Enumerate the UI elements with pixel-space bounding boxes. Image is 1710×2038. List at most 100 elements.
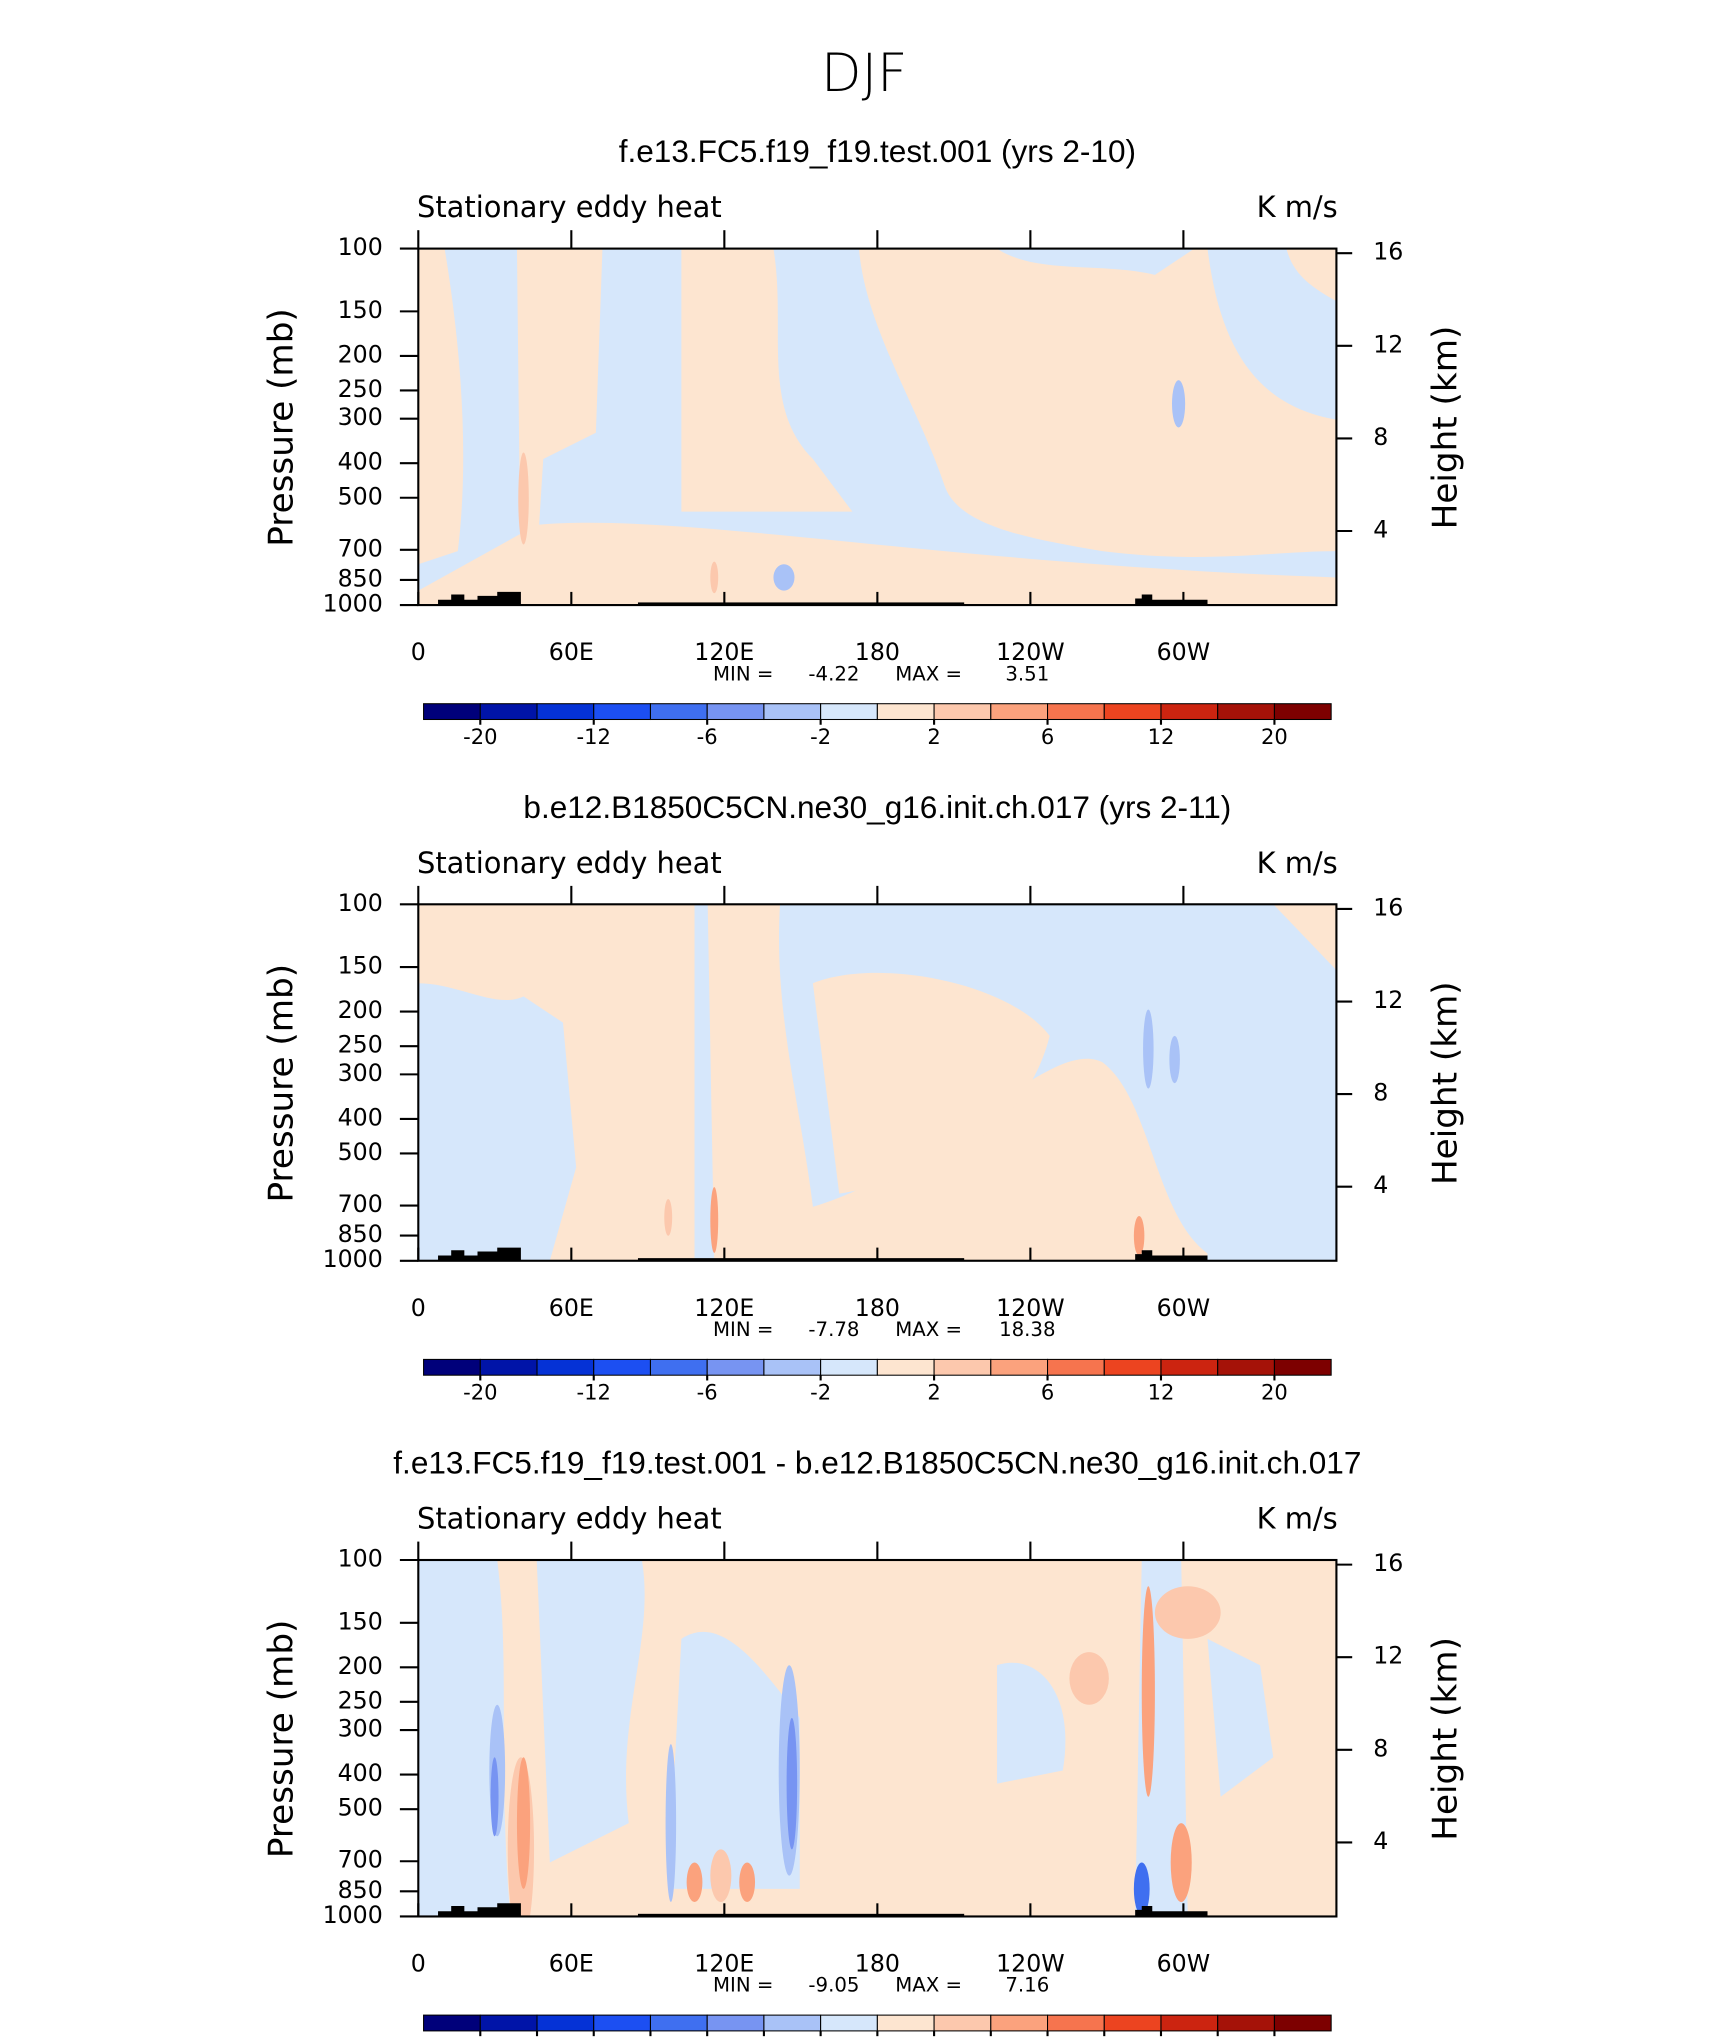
colorbar-box xyxy=(1160,703,1219,721)
y-tick-label: 250 xyxy=(338,1686,383,1714)
colorbar-label: -5 xyxy=(527,2035,548,2038)
colorbar-label: -2 xyxy=(810,1380,831,1405)
colorbar-box xyxy=(1217,703,1275,721)
right-label: K m/s xyxy=(1257,190,1338,224)
x-tick-label: 120E xyxy=(694,638,754,666)
y-tick-label: 500 xyxy=(338,1794,383,1822)
colorbar-label: -2 xyxy=(810,724,831,749)
colorbar-box xyxy=(536,1358,595,1376)
y-tick-label: 300 xyxy=(338,403,383,431)
colorbar-box xyxy=(649,2014,708,2032)
colorbar-box xyxy=(876,703,935,721)
y2-tick-label: 4 xyxy=(1373,1827,1388,1855)
colorbar-box xyxy=(536,703,595,721)
x-tick-label: 120E xyxy=(694,1294,754,1322)
y-tick-label: 1000 xyxy=(323,590,383,618)
contour-field xyxy=(418,248,1337,606)
y2-tick-label: 12 xyxy=(1373,1642,1403,1670)
y-tick-label: 850 xyxy=(338,564,383,592)
x-tick-label: 60E xyxy=(549,1294,594,1322)
max-label: MAX = xyxy=(895,1974,962,1997)
y-tick-label: 400 xyxy=(338,1759,383,1787)
y-tick-label: 400 xyxy=(338,1103,383,1131)
colorbar-label: 0 xyxy=(871,2035,884,2038)
y-tick-label: 500 xyxy=(338,1138,383,1166)
x-tick-label: 120W xyxy=(996,638,1065,666)
x-tick-label: 120W xyxy=(996,1294,1065,1322)
y2-tick-label: 4 xyxy=(1373,1171,1388,1199)
max-label: MAX = xyxy=(895,1318,962,1341)
colorbar-label: -6 xyxy=(470,2035,491,2038)
colorbar-box xyxy=(423,703,481,721)
colorbar-box xyxy=(706,2014,765,2032)
colorbar-box xyxy=(479,1358,538,1376)
colorbar-box xyxy=(1217,1358,1275,1376)
colorbar-box xyxy=(423,2014,481,2032)
colorbar-label: -12 xyxy=(577,724,611,749)
y-tick-label: 100 xyxy=(338,1545,383,1573)
colorbar-box xyxy=(1103,1358,1162,1376)
contour-field xyxy=(418,904,1337,1261)
colorbar-box xyxy=(423,1358,481,1376)
colorbar-box xyxy=(990,703,1049,721)
y2-axis-label: Height (km) xyxy=(1425,981,1465,1185)
colorbar-label: -0.5 xyxy=(800,2035,841,2038)
x-tick-label: 0 xyxy=(411,638,426,666)
x-tick-label: 60E xyxy=(549,1950,594,1978)
x-tick-label: 0 xyxy=(411,1950,426,1978)
min-value: -4.22 xyxy=(808,662,859,685)
x-tick-label: 180 xyxy=(855,1950,900,1978)
colorbar-box xyxy=(990,1358,1049,1376)
colorbar-box xyxy=(1047,1358,1105,1376)
x-tick-label: 180 xyxy=(855,638,900,666)
colorbar-label: 4 xyxy=(1154,2035,1167,2038)
colorbar-box xyxy=(593,1358,651,1376)
left-label: Stationary eddy heat xyxy=(417,190,722,224)
panel: b.e12.B1850C5CN.ne30_g16.init.ch.017 (yr… xyxy=(261,789,1465,1405)
colorbar-box xyxy=(933,703,992,721)
colorbar-label: 0.5 xyxy=(917,2035,950,2038)
y-tick-label: 150 xyxy=(338,1607,383,1635)
colorbar-box xyxy=(593,703,651,721)
x-tick-label: 0 xyxy=(411,1294,426,1322)
contour-field xyxy=(418,1560,1337,1917)
x-tick-label: 60E xyxy=(549,638,594,666)
colorbar-label: -20 xyxy=(463,724,497,749)
y2-tick-label: 4 xyxy=(1373,515,1388,543)
colorbar-label: 12 xyxy=(1148,724,1175,749)
colorbar-box xyxy=(876,2014,935,2032)
y-tick-label: 200 xyxy=(338,996,383,1024)
colorbar-box xyxy=(763,1358,822,1376)
colorbar-box xyxy=(1160,1358,1219,1376)
right-label: K m/s xyxy=(1257,1502,1338,1536)
y-tick-label: 200 xyxy=(338,340,383,368)
y2-tick-label: 16 xyxy=(1373,1549,1403,1577)
colorbar-label: -2 xyxy=(697,2035,718,2038)
colorbar-label: -4 xyxy=(583,2035,604,2038)
y2-tick-label: 8 xyxy=(1373,1734,1388,1762)
colorbar-label: -6 xyxy=(697,1380,718,1405)
colorbar-box xyxy=(1047,703,1105,721)
min-value: -7.78 xyxy=(808,1318,859,1341)
figure-title: DJF xyxy=(821,43,907,104)
panel-title: f.e13.FC5.f19_f19.test.001 - b.e12.B1850… xyxy=(393,1445,1361,1481)
y-tick-label: 100 xyxy=(338,233,383,261)
colorbar-box xyxy=(1103,2014,1162,2032)
colorbar-label: 12 xyxy=(1148,1380,1175,1405)
y-tick-label: 700 xyxy=(338,534,383,562)
colorbar-box xyxy=(479,703,538,721)
panel: f.e13.FC5.f19_f19.test.001 (yrs 2-10) Sta… xyxy=(261,133,1465,749)
colorbar-box xyxy=(876,1358,935,1376)
y-axis-label: Pressure (mb) xyxy=(261,308,301,547)
colorbar-label: 6 xyxy=(1041,724,1054,749)
y-tick-label: 150 xyxy=(338,296,383,324)
colorbar-box xyxy=(479,2014,538,2032)
y2-axis-label: Height (km) xyxy=(1425,326,1465,530)
y2-tick-label: 8 xyxy=(1373,1079,1388,1107)
y-tick-label: 250 xyxy=(338,1031,383,1059)
y-axis-label: Pressure (mb) xyxy=(261,1620,301,1859)
max-value: 3.51 xyxy=(1005,662,1049,685)
colorbar-box xyxy=(933,1358,992,1376)
